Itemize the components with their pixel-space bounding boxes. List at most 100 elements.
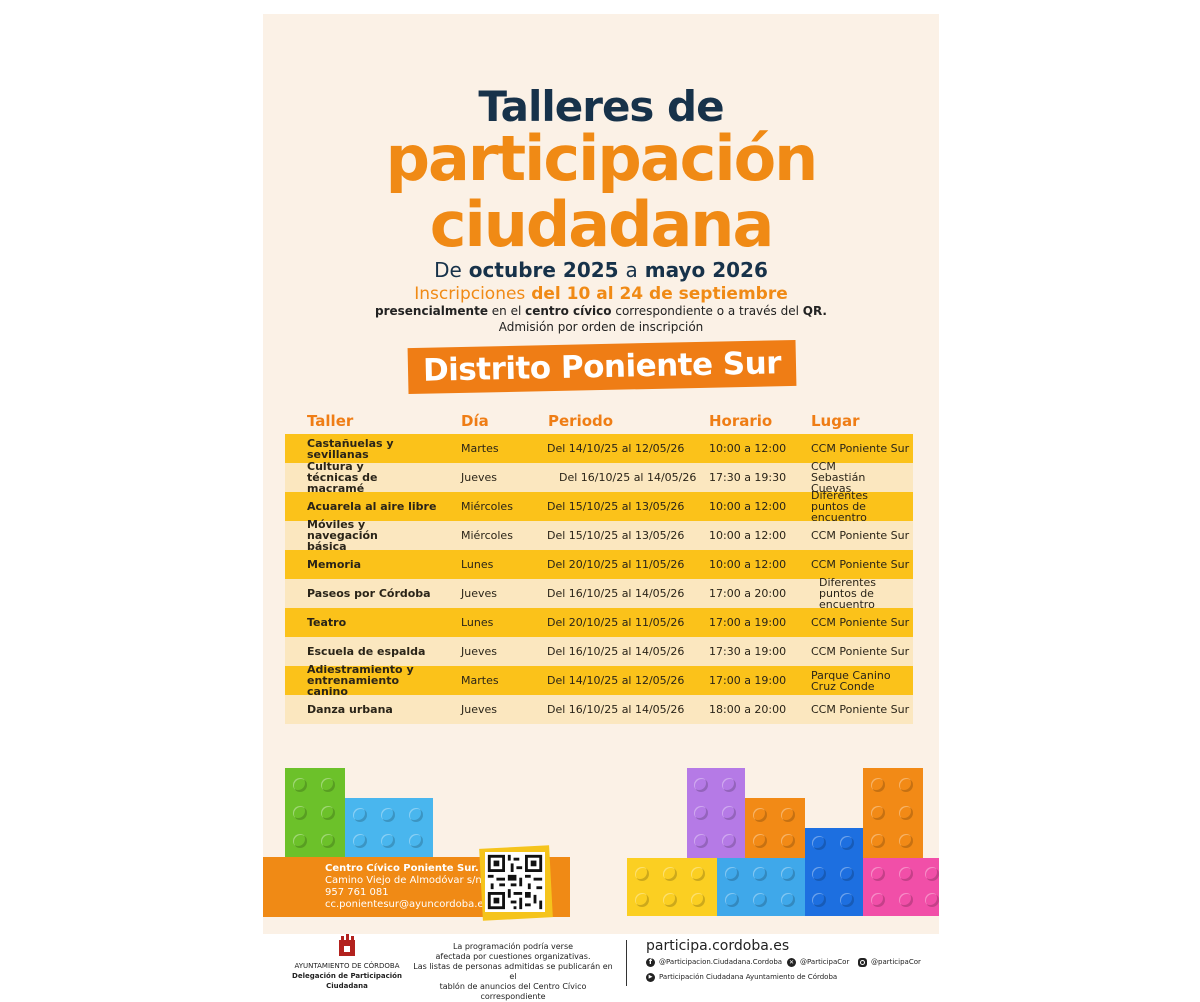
cell-horario: 10:00 a 12:00 xyxy=(709,529,787,542)
social-instagram[interactable]: @participaCor xyxy=(858,957,921,967)
cell-periodo: Del 20/10/25 al 11/05/26 xyxy=(547,558,685,571)
facebook-handle: @Participacion.Ciudadana.Cordoba xyxy=(659,958,783,966)
registration-method: presencialmente en el centro cívico corr… xyxy=(263,304,939,318)
table-row: Paseos por Córdoba Jueves Del 16/10/25 a… xyxy=(285,576,913,611)
title-line-1: Talleres de xyxy=(478,82,724,131)
cell-periodo: Del 15/10/25 al 13/05/26 xyxy=(547,529,685,542)
header-periodo: Periodo xyxy=(548,412,614,430)
x-handle: @ParticipaCor xyxy=(800,958,850,966)
header-lugar: Lugar xyxy=(811,412,860,430)
title-line-2: participación xyxy=(385,122,819,195)
brick-blue xyxy=(805,828,863,858)
x-icon: ✕ xyxy=(787,957,796,967)
youtube-icon: ▶ xyxy=(646,972,655,982)
header-dia: Día xyxy=(461,412,489,430)
pres-text-1: en el xyxy=(491,304,522,318)
website[interactable]: participa.cordoba.es xyxy=(646,938,790,954)
brick-orange-small xyxy=(745,798,805,858)
date-de: De xyxy=(434,258,462,282)
pres-bold-2: centro cívico xyxy=(525,304,612,318)
logo-line-1: AYUNTAMIENTO DE CÓRDOBA xyxy=(294,962,400,970)
brick-orange-tall xyxy=(863,768,923,858)
cell-taller: Escuela de espalda xyxy=(307,645,426,658)
inscripciones: Inscripciones del 10 al 24 de septiembre xyxy=(263,284,939,304)
cell-taller: Móviles y navegación básica xyxy=(307,518,378,553)
brick-green xyxy=(285,768,345,858)
header-horario: Horario xyxy=(709,412,773,430)
cell-horario: 17:00 a 19:00 xyxy=(709,674,787,687)
facebook-icon: f xyxy=(646,957,655,967)
contact-address: Camino Viejo de Almodóvar s/n xyxy=(325,875,482,886)
social-youtube[interactable]: ▶ Participación Ciudadana Ayuntamiento d… xyxy=(646,972,837,982)
cell-periodo: Del 15/10/25 al 13/05/26 xyxy=(547,500,685,513)
cell-taller: Teatro xyxy=(307,616,347,629)
pres-bold-3: QR. xyxy=(802,304,827,318)
cell-lugar: Diferentes puntos de encuentro xyxy=(819,576,876,611)
cell-lugar: CCM Poniente Sur xyxy=(811,442,910,455)
title-line-3: ciudadana xyxy=(429,188,775,261)
date-range: De octubre 2025 a mayo 2026 xyxy=(263,258,939,282)
social-facebook[interactable]: f @Participacion.Ciudadana.Cordoba xyxy=(646,957,782,967)
contact-info: Centro Cívico Poniente Sur. Camino Viejo… xyxy=(325,863,489,911)
cell-dia: Jueves xyxy=(461,587,497,600)
date-start: octubre 2025 xyxy=(468,258,619,282)
cell-horario: 18:00 a 20:00 xyxy=(709,703,787,716)
cell-taller: Castañuelas y sevillanas xyxy=(307,436,394,461)
social-x[interactable]: ✕ @ParticipaCor xyxy=(787,957,849,967)
date-end: mayo 2026 xyxy=(644,258,768,282)
district-banner: Distrito Poniente Sur xyxy=(407,339,797,395)
cell-dia: Lunes xyxy=(461,558,494,571)
cell-horario: 10:00 a 12:00 xyxy=(709,442,787,455)
instagram-icon xyxy=(858,957,867,967)
note-line: La programación podría verse xyxy=(452,942,574,951)
cell-lugar: CCM Poniente Sur xyxy=(811,616,910,629)
brick-sky-blue xyxy=(717,858,805,916)
cell-periodo: Del 14/10/25 al 12/05/26 xyxy=(547,442,685,455)
cell-horario: 17:00 a 20:00 xyxy=(709,587,787,600)
cell-dia: Martes xyxy=(461,674,499,687)
cell-horario: 10:00 a 12:00 xyxy=(709,500,787,513)
note-line: tablón de anuncios del Centro Cívico cor… xyxy=(439,982,587,1001)
note-line: afectada por cuestiones organizativas. xyxy=(435,952,591,961)
coat-of-arms-icon xyxy=(339,934,355,956)
cell-horario: 17:00 a 19:00 xyxy=(709,616,787,629)
brick-pink xyxy=(863,858,939,916)
qr-code[interactable] xyxy=(485,852,545,912)
footer-note: La programación podría verse afectada po… xyxy=(410,942,616,1002)
cell-lugar: CCM Poniente Sur xyxy=(811,645,910,658)
cell-taller: Danza urbana xyxy=(307,703,393,716)
brick-purple xyxy=(687,768,745,858)
date-a: a xyxy=(625,258,638,282)
admission-note: Admisión por orden de inscripción xyxy=(498,320,704,334)
contact-phone: 957 761 081 xyxy=(325,887,389,898)
table-row: Castañuelas y sevillanas Martes Del 14/1… xyxy=(285,434,913,463)
pres-text-2: correspondiente o a través del xyxy=(615,304,799,318)
title-main: participación ciudadana xyxy=(263,126,939,258)
table-row: Adiestramiento y entrenamiento canino Ma… xyxy=(285,664,913,697)
cell-dia: Jueves xyxy=(461,703,497,716)
cell-horario: 10:00 a 12:00 xyxy=(709,558,787,571)
cell-taller: Cultura y técnicas de macramé xyxy=(307,460,378,495)
note-line: Las listas de personas admitidas se publ… xyxy=(413,962,613,981)
inscripciones-range: del 10 al 24 de septiembre xyxy=(531,284,788,304)
cell-dia: Jueves xyxy=(461,645,497,658)
cell-dia: Miércoles xyxy=(461,529,513,542)
brick-blue-low xyxy=(805,858,863,916)
city-logo: AYUNTAMIENTO DE CÓRDOBA Delegación de Pa… xyxy=(282,934,412,991)
cell-lugar: CCM Sebastián Cuevas xyxy=(811,460,866,495)
cell-periodo: Del 20/10/25 al 11/05/26 xyxy=(547,616,685,629)
cell-lugar: CCM Poniente Sur xyxy=(811,529,910,542)
cell-dia: Lunes xyxy=(461,616,494,629)
contact-email[interactable]: cc.ponientesur@ayuncordoba.es xyxy=(325,899,489,910)
cell-periodo: Del 16/10/25 al 14/05/26 xyxy=(547,587,685,600)
pres-bold-1: presencialmente xyxy=(374,304,488,318)
table-row: Cultura y técnicas de macramé Jueves Del… xyxy=(285,460,913,495)
cell-lugar: Diferentes puntos de encuentro xyxy=(811,489,868,524)
poster: Talleres de participación ciudadana De o… xyxy=(263,14,939,934)
contact-name: Centro Cívico Poniente Sur. xyxy=(325,863,479,874)
footer-divider xyxy=(626,940,627,986)
brick-light-blue xyxy=(345,798,433,858)
cell-periodo: Del 16/10/25 al 14/05/26 xyxy=(559,471,697,484)
table-row: Acuarela al aire libre Miércoles Del 15/… xyxy=(285,489,913,524)
logo-line-2: Delegación de Participación Ciudadana xyxy=(292,972,402,990)
